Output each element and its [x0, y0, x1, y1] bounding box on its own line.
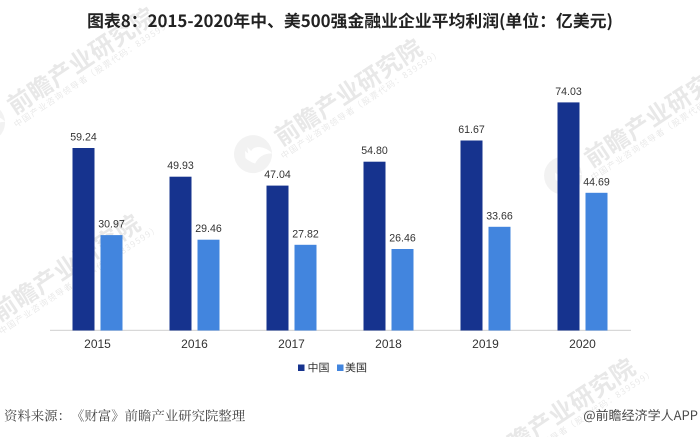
svg-text:26.46: 26.46	[389, 233, 416, 245]
svg-text:29.46: 29.46	[195, 223, 222, 235]
svg-text:2015: 2015	[84, 337, 111, 351]
svg-text:74.03: 74.03	[555, 86, 582, 98]
svg-text:47.04: 47.04	[264, 169, 291, 181]
svg-text:2020: 2020	[569, 337, 596, 351]
svg-text:61.67: 61.67	[458, 124, 485, 136]
svg-text:2017: 2017	[278, 337, 305, 351]
svg-text:54.80: 54.80	[361, 145, 388, 157]
svg-text:30.97: 30.97	[98, 219, 125, 231]
svg-text:44.69: 44.69	[583, 176, 610, 188]
svg-text:2019: 2019	[472, 337, 499, 351]
svg-text:2016: 2016	[181, 337, 208, 351]
svg-text:33.66: 33.66	[486, 210, 513, 222]
svg-text:27.82: 27.82	[292, 228, 319, 240]
svg-text:2018: 2018	[375, 337, 402, 351]
svg-text:59.24: 59.24	[70, 132, 97, 144]
svg-text:49.93: 49.93	[167, 160, 194, 172]
